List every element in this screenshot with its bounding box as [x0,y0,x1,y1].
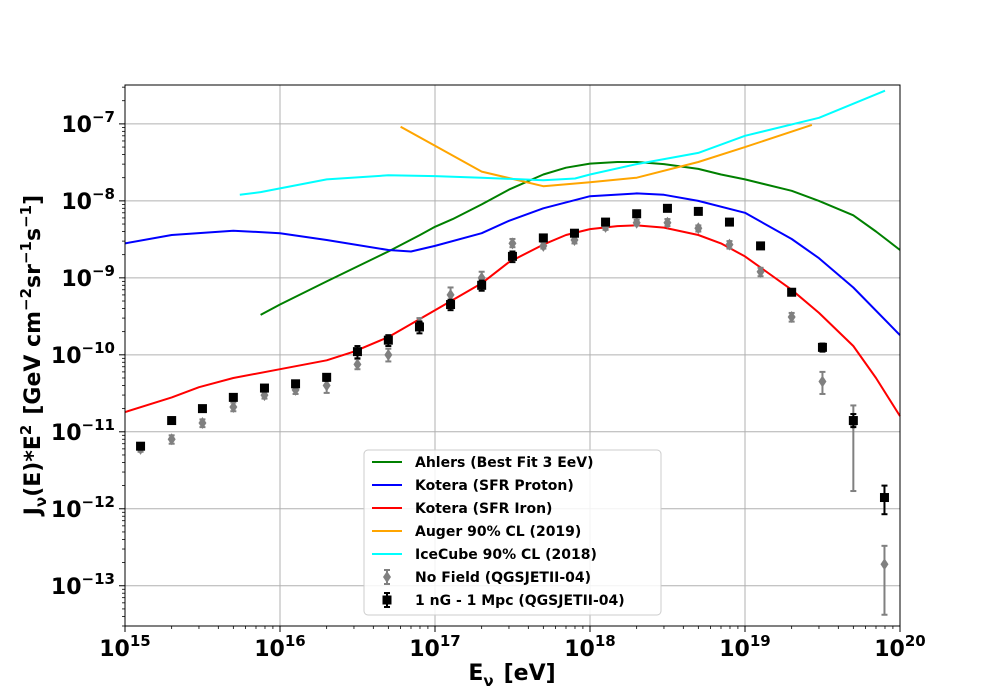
data-point-square [817,342,827,352]
data-point-diamond [353,358,362,371]
data-point-square [879,493,889,503]
data-point-diamond [384,348,393,361]
y-axis-label: Jν(E)*E2[GeV cm−2sr−1s−1] [17,195,50,517]
y-tick-label: 10−13 [51,570,115,600]
legend-entry: Kotera (SFR Iron) [372,501,552,517]
x-tick-label: 1020 [874,632,926,662]
data-point-square [787,287,797,297]
data-point-square [848,416,858,426]
data-point-diamond [508,237,517,250]
x-tick-label: 1017 [409,632,461,662]
legend-label: Kotera (SFR Iron) [415,501,552,517]
data-point-square [197,404,207,414]
data-point-diamond [632,216,641,229]
y-tick-label: 10−11 [51,416,115,446]
data-point-square [632,209,642,219]
legend-label: Kotera (SFR Proton) [415,478,574,494]
data-point-diamond [880,558,889,571]
y-tick-label: 10−9 [61,262,115,292]
data-point-square [601,217,611,227]
legend-label: Ahlers (Best Fit 3 EeV) [415,455,594,471]
y-tick-label: 10−12 [51,493,115,523]
legend-marker-diamond [383,571,391,583]
data-point-diamond [198,417,207,430]
legend-label: 1 nG - 1 Mpc (QGSJETII-04) [415,593,625,609]
series-layer [124,89,901,616]
x-tick-label: 1018 [564,632,616,662]
data-point-square [756,241,766,251]
data-point-diamond [756,265,765,278]
legend-entry: No Field (QGSJETII-04) [383,569,591,586]
legend-label: IceCube 90% CL (2018) [415,547,597,563]
x-tick-label: 1015 [99,632,151,662]
data-point-diamond [167,433,176,446]
data-point-diamond [663,216,672,229]
data-point-square [136,441,146,451]
plot-frame [124,84,901,627]
legend-label: Auger 90% CL (2019) [415,524,581,540]
legend: Ahlers (Best Fit 3 EeV) Kotera (SFR Proto… [363,449,662,616]
data-point-square [414,322,424,332]
data-point-diamond [322,379,331,392]
data-point-square [693,206,703,216]
y-tick-label: 10−8 [61,185,115,215]
data-point-diamond [818,375,827,388]
x-tick-label: 1019 [719,632,771,662]
series-line-ahlers-best-fit-3-eev [260,161,901,316]
data-point-square [228,392,238,402]
data-point-square [352,347,362,357]
data-point-square [662,203,672,213]
data-point-square [538,233,548,243]
legend-entry: 1 nG - 1 Mpc (QGSJETII-04) [382,592,625,609]
data-point-diamond [446,288,455,301]
legend-marker-square [382,595,392,605]
ticks: 1015 1016 1017 1018 1019 1020 10−13 10−12 10−11 1… [51,86,926,662]
data-point-square [167,416,177,426]
series-points-1-ng-1-mpc-qgsjetii-04 [136,203,889,516]
series-line-icecube-90-cl-2018 [239,89,886,196]
legend-entry: Ahlers (Best Fit 3 EeV) [372,455,594,471]
data-point-square [477,280,487,290]
x-tick-label: 1016 [254,632,306,662]
series-line-kotera-sfr-proton [124,192,901,336]
data-point-square [507,251,517,261]
legend-label: No Field (QGSJETII-04) [415,570,591,586]
data-point-square [259,383,269,393]
data-point-diamond [694,222,703,235]
legend-entry: IceCube 90% CL (2018) [372,547,597,563]
data-point-diamond [725,238,734,251]
data-point-square [291,379,301,389]
legend-entry: Kotera (SFR Proton) [372,478,574,494]
data-point-diamond [539,239,548,252]
x-axis-label: Eν [eV] [468,661,555,690]
data-point-square [569,228,579,238]
data-point-diamond [787,310,796,323]
data-point-square [446,300,456,310]
data-point-square [383,335,393,345]
y-tick-label: 10−10 [51,339,115,369]
series-line-auger-90-cl-2019 [400,123,813,188]
data-point-square [724,217,734,227]
y-tick-label: 10−7 [61,108,115,138]
legend-entry: Auger 90% CL (2019) [372,524,581,540]
data-point-square [322,372,332,382]
data-point-diamond [229,400,238,413]
legend-box [363,449,662,616]
